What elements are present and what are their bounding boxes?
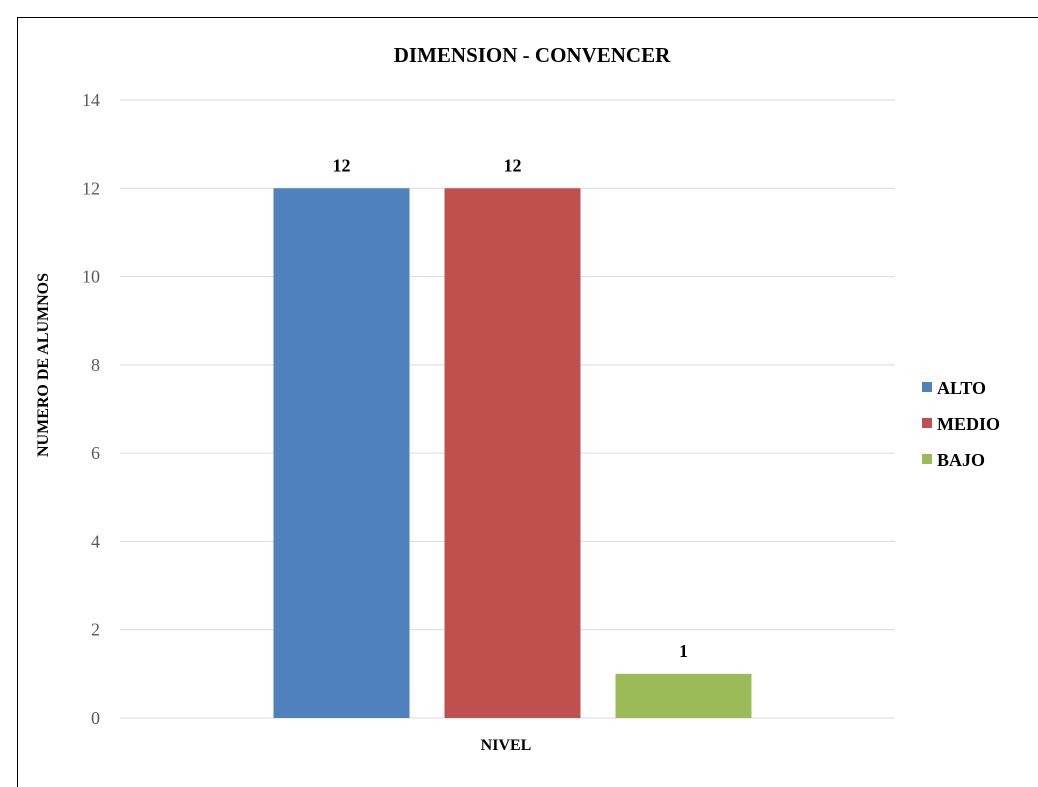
legend-label-alto: ALTO bbox=[937, 378, 986, 398]
y-axis-ticks: 0 2 4 6 8 10 12 14 bbox=[82, 90, 100, 728]
legend-swatch-bajo bbox=[922, 454, 932, 464]
y-tick-label: 6 bbox=[91, 443, 100, 463]
legend: ALTO MEDIO BAJO bbox=[922, 378, 1000, 470]
y-tick-label: 2 bbox=[91, 620, 100, 640]
legend-label-medio: MEDIO bbox=[937, 414, 1000, 434]
data-labels: 12 12 1 bbox=[333, 155, 689, 661]
y-tick-label: 4 bbox=[91, 531, 100, 551]
y-tick-label: 0 bbox=[91, 708, 100, 728]
data-label-bajo: 1 bbox=[679, 641, 688, 661]
legend-swatch-medio bbox=[922, 418, 932, 428]
bar-bajo bbox=[615, 673, 752, 718]
y-axis-title: NUMERO DE ALUMNOS bbox=[35, 273, 52, 457]
legend-swatch-alto bbox=[922, 382, 932, 392]
y-tick-label: 10 bbox=[82, 267, 100, 287]
y-tick-label: 14 bbox=[82, 90, 100, 110]
y-tick-label: 12 bbox=[82, 178, 100, 198]
bar-alto bbox=[273, 188, 410, 719]
chart-title: DIMENSION - CONVENCER bbox=[394, 43, 671, 67]
bar-medio bbox=[444, 188, 581, 719]
bars bbox=[273, 188, 752, 719]
legend-label-bajo: BAJO bbox=[937, 450, 985, 470]
data-label-alto: 12 bbox=[333, 155, 351, 175]
x-axis-title: NIVEL bbox=[481, 737, 532, 754]
y-tick-label: 8 bbox=[91, 355, 100, 375]
data-label-medio: 12 bbox=[504, 155, 522, 175]
